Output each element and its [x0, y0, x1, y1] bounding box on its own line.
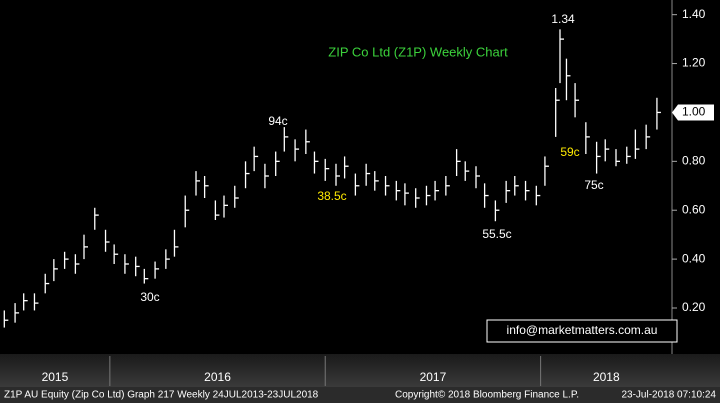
annotation: 1.34 — [551, 12, 575, 26]
last-price-box — [672, 104, 714, 121]
footer-text: Z1P AU Equity (Zip Co Ltd) Graph 217 Wee… — [4, 390, 319, 401]
footer-text: Copyright© 2018 Bloomberg Finance L.P. — [395, 390, 579, 401]
y-tick-label: 0.60 — [682, 202, 706, 216]
annotation: 94c — [268, 114, 287, 128]
y-tick-label: 0.20 — [682, 300, 706, 314]
last-price-label: 1.00 — [682, 105, 706, 119]
y-tick-label: 1.40 — [682, 7, 706, 21]
y-tick-label: 0.80 — [682, 154, 706, 168]
annotation: 59c — [560, 145, 579, 159]
annotation: 75c — [584, 178, 603, 192]
x-axis-band — [0, 354, 720, 387]
annotation: 30c — [140, 290, 159, 304]
chart-title: ZIP Co Ltd (Z1P) Weekly Chart — [328, 44, 508, 59]
x-tick-label: 2016 — [204, 370, 231, 384]
x-tick-label: 2017 — [420, 370, 447, 384]
watermark-box — [486, 319, 678, 343]
footer-bar — [0, 387, 720, 403]
watermark: info@marketmatters.com.au — [507, 323, 658, 337]
annotation: 55.5c — [482, 227, 511, 241]
y-tick-label: 1.20 — [682, 56, 706, 70]
x-tick-label: 2015 — [42, 370, 69, 384]
x-tick-label: 2018 — [593, 370, 620, 384]
footer-text: 23-Jul-2018 07:10:24 — [621, 390, 716, 401]
y-tick-label: 0.40 — [682, 251, 706, 265]
annotation: 38.5c — [317, 189, 346, 203]
